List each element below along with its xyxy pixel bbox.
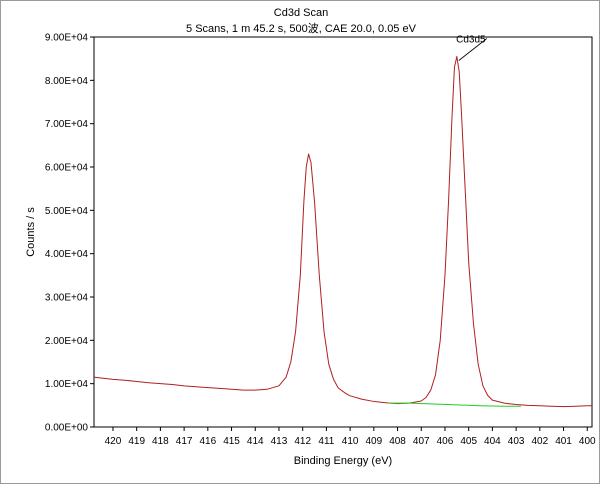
chart-title: Cd3d Scan xyxy=(274,7,328,19)
x-tick-label: 416 xyxy=(199,436,216,447)
y-tick-label: 7.00E+04 xyxy=(45,119,89,130)
x-tick-label: 400 xyxy=(579,436,596,447)
background-line xyxy=(388,402,521,407)
x-tick-label: 403 xyxy=(508,436,525,447)
y-tick-label: 9.00E+04 xyxy=(45,33,89,44)
annotation-leader-line xyxy=(458,38,488,61)
annotation-layer: Cd3d5 xyxy=(456,35,488,61)
y-tick-label: 2.00E+04 xyxy=(45,336,89,347)
spectrum-line xyxy=(93,56,592,408)
y-tick-label: 0.00E+00 xyxy=(45,423,89,434)
x-tick-label: 406 xyxy=(437,436,454,447)
peak-annotation: Cd3d5 xyxy=(456,35,486,46)
x-tick-label: 410 xyxy=(342,436,359,447)
x-tick-label: 408 xyxy=(389,436,406,447)
y-tick-label: 5.00E+04 xyxy=(45,206,89,217)
y-tick-label: 6.00E+04 xyxy=(45,163,89,174)
y-axis-label: Counts / s xyxy=(25,207,37,257)
y-tick-label: 8.00E+04 xyxy=(45,76,89,87)
series-layer xyxy=(93,56,592,408)
chart-subtitle: 5 Scans, 1 m 45.2 s, 500波, CAE 20.0, 0.0… xyxy=(186,22,417,35)
x-tick-label: 401 xyxy=(555,436,572,447)
x-tick-label: 418 xyxy=(152,436,169,447)
x-tick-label: 404 xyxy=(484,436,501,447)
x-tick-label: 413 xyxy=(271,436,288,447)
x-tick-label: 412 xyxy=(294,436,311,447)
x-tick-label: 420 xyxy=(105,436,122,447)
x-tick-label: 405 xyxy=(460,436,477,447)
x-tick-label: 407 xyxy=(413,436,430,447)
y-tick-label: 4.00E+04 xyxy=(45,249,89,260)
y-tick-label: 3.00E+04 xyxy=(45,293,89,304)
x-tick-label: 419 xyxy=(128,436,145,447)
y-axis: 0.00E+00 1.00E+04 2.00E+04 3.00E+04 4.00E+04… xyxy=(45,33,94,434)
x-tick-label: 402 xyxy=(531,436,548,447)
x-tick-label: 415 xyxy=(223,436,240,447)
plot-area xyxy=(93,36,593,428)
x-tick-label: 414 xyxy=(247,436,264,447)
y-tick-label: 1.00E+04 xyxy=(45,379,89,390)
x-tick-label: 411 xyxy=(318,436,334,447)
x-tick-label: 409 xyxy=(365,436,382,447)
x-axis: 420 419 418 417 416 415 414 413 412 411 410 409 408 4… xyxy=(105,427,596,447)
x-tick-label: 417 xyxy=(176,436,193,447)
x-axis-label: Binding Energy (eV) xyxy=(294,455,392,467)
